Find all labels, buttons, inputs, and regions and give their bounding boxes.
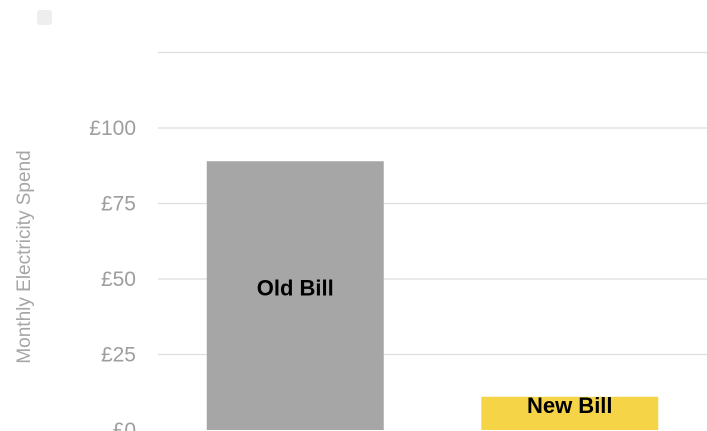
legend-swatch: [37, 10, 52, 25]
y-tick-labels: £0 £25 £50 £75 £100: [89, 117, 136, 431]
bars: [206, 161, 659, 430]
y-tick-label: £75: [101, 193, 136, 216]
bar-label: Old Bill: [257, 276, 334, 301]
y-tick-label: £25: [101, 344, 136, 367]
bar-label: New Bill: [527, 393, 613, 418]
bar-old-bill: [206, 161, 384, 430]
y-axis-title: Monthly Electricity Spend: [14, 150, 35, 363]
bar-new-bill: [481, 396, 659, 430]
y-tick-label: £100: [89, 117, 136, 140]
y-tick-label: £0: [113, 419, 136, 431]
y-tick-label: £50: [101, 268, 136, 291]
bar-labels: Old Bill New Bill: [257, 276, 613, 418]
